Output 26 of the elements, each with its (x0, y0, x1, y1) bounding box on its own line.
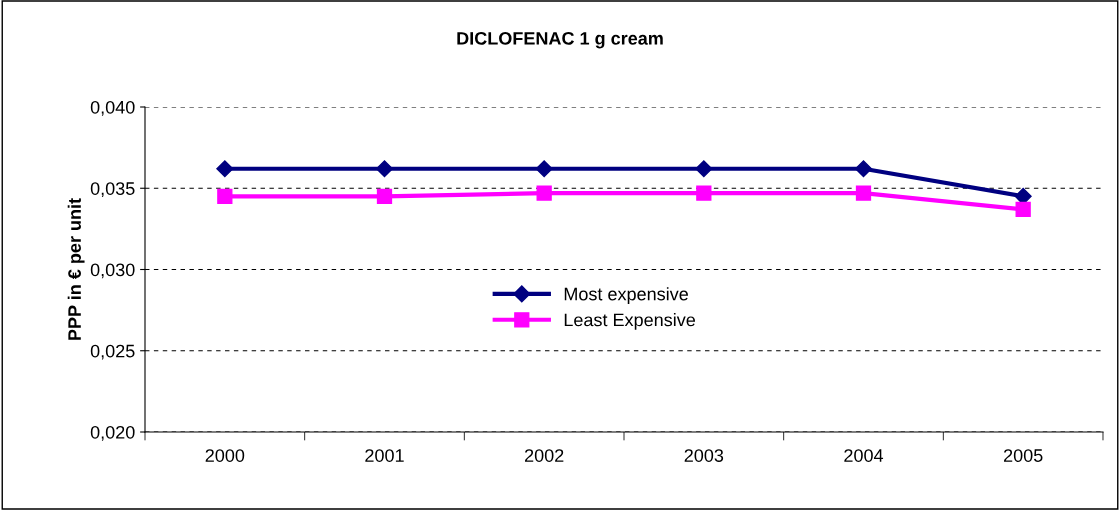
point (1015, 201, 1031, 218)
y-tick-label: 0,025 (90, 344, 135, 360)
x-tick-label: 2005 (1003, 449, 1043, 462)
x-tick-label: 2004 (844, 449, 884, 462)
y-tick-label: 0,020 (90, 425, 135, 441)
x-tick-label: 2001 (365, 449, 404, 462)
point (217, 188, 233, 205)
y-tick-label: 0,030 (90, 263, 135, 279)
x-tick-label: 2002 (524, 449, 564, 462)
point (536, 185, 552, 201)
point (216, 160, 234, 178)
y-tick-label: 0,040 (90, 100, 135, 116)
chart-title: DICLOFENAC 1 g cream (457, 31, 663, 49)
x-tick-label: 2003 (684, 449, 724, 462)
point (854, 160, 873, 178)
point (696, 185, 712, 201)
point (535, 160, 553, 178)
point (376, 188, 393, 205)
legend-label: Most expensive (564, 287, 688, 304)
legend-label: Least Expensive (564, 313, 696, 330)
point (375, 160, 394, 178)
y-tick-label: 0,035 (90, 182, 135, 198)
point (855, 185, 872, 201)
x-tick-label: 2000 (205, 449, 245, 462)
y-axis-title: PPP in € per unit (67, 198, 85, 340)
point (695, 160, 713, 178)
